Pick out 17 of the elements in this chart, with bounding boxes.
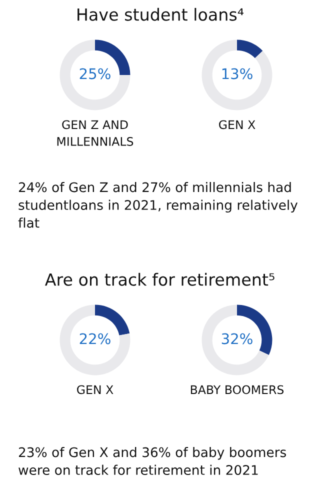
text: GEN X <box>219 120 256 130</box>
text: GEN Z AND MILLENNIALS <box>57 120 134 146</box>
text: GEN X <box>77 385 114 394</box>
text: 23% of Gen X and 36% of baby boomers were on track for retirement in 2021 <box>18 447 286 475</box>
text: 24% of Gen Z and 27% of millennials had studentloans in 2021, remaining relatively flat <box>18 182 298 228</box>
data-label: 22% <box>80 333 110 344</box>
data-label: 13% <box>222 68 252 80</box>
donut-slice <box>202 304 269 376</box>
donut-slice <box>202 40 272 110</box>
data-label: 32% <box>222 333 252 344</box>
donut-slice <box>237 40 263 58</box>
data-label: 25% <box>80 68 110 80</box>
chart-title: Have student loans⁴ <box>78 8 244 21</box>
donut-slice <box>60 40 130 110</box>
chart-title: Are on track for retirement⁵ <box>44 272 274 286</box>
donut-slice <box>60 304 130 376</box>
text: BABY BOOMERS <box>190 385 284 394</box>
